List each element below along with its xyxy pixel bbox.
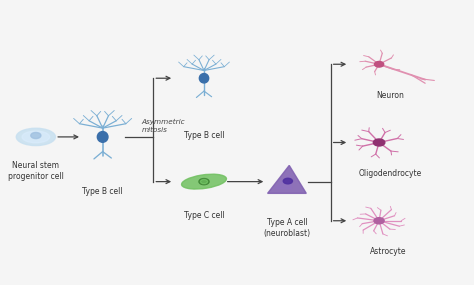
Text: Asymmetric
mitosis: Asymmetric mitosis bbox=[142, 119, 185, 133]
Ellipse shape bbox=[31, 133, 41, 139]
Ellipse shape bbox=[375, 140, 383, 145]
Polygon shape bbox=[275, 175, 292, 189]
Ellipse shape bbox=[374, 218, 384, 224]
Text: Type A cell
(neuroblast): Type A cell (neuroblast) bbox=[264, 218, 310, 238]
Ellipse shape bbox=[201, 179, 208, 184]
Text: Oligodendrocyte: Oligodendrocyte bbox=[359, 169, 422, 178]
Ellipse shape bbox=[200, 76, 208, 81]
Ellipse shape bbox=[97, 132, 108, 142]
Ellipse shape bbox=[182, 174, 227, 189]
Text: Neural stem
progenitor cell: Neural stem progenitor cell bbox=[8, 161, 64, 181]
Text: Neuron: Neuron bbox=[377, 91, 404, 100]
Ellipse shape bbox=[374, 139, 385, 146]
Text: Astrocyte: Astrocyte bbox=[370, 247, 407, 256]
Ellipse shape bbox=[22, 131, 50, 143]
Ellipse shape bbox=[199, 178, 209, 185]
Ellipse shape bbox=[374, 62, 383, 67]
Ellipse shape bbox=[200, 74, 209, 83]
Ellipse shape bbox=[283, 178, 292, 184]
Ellipse shape bbox=[16, 128, 55, 146]
Ellipse shape bbox=[98, 134, 107, 140]
Polygon shape bbox=[268, 165, 306, 193]
Text: Type B cell: Type B cell bbox=[184, 131, 224, 140]
Text: Type B cell: Type B cell bbox=[82, 187, 123, 196]
Text: Type C cell: Type C cell bbox=[183, 211, 224, 220]
